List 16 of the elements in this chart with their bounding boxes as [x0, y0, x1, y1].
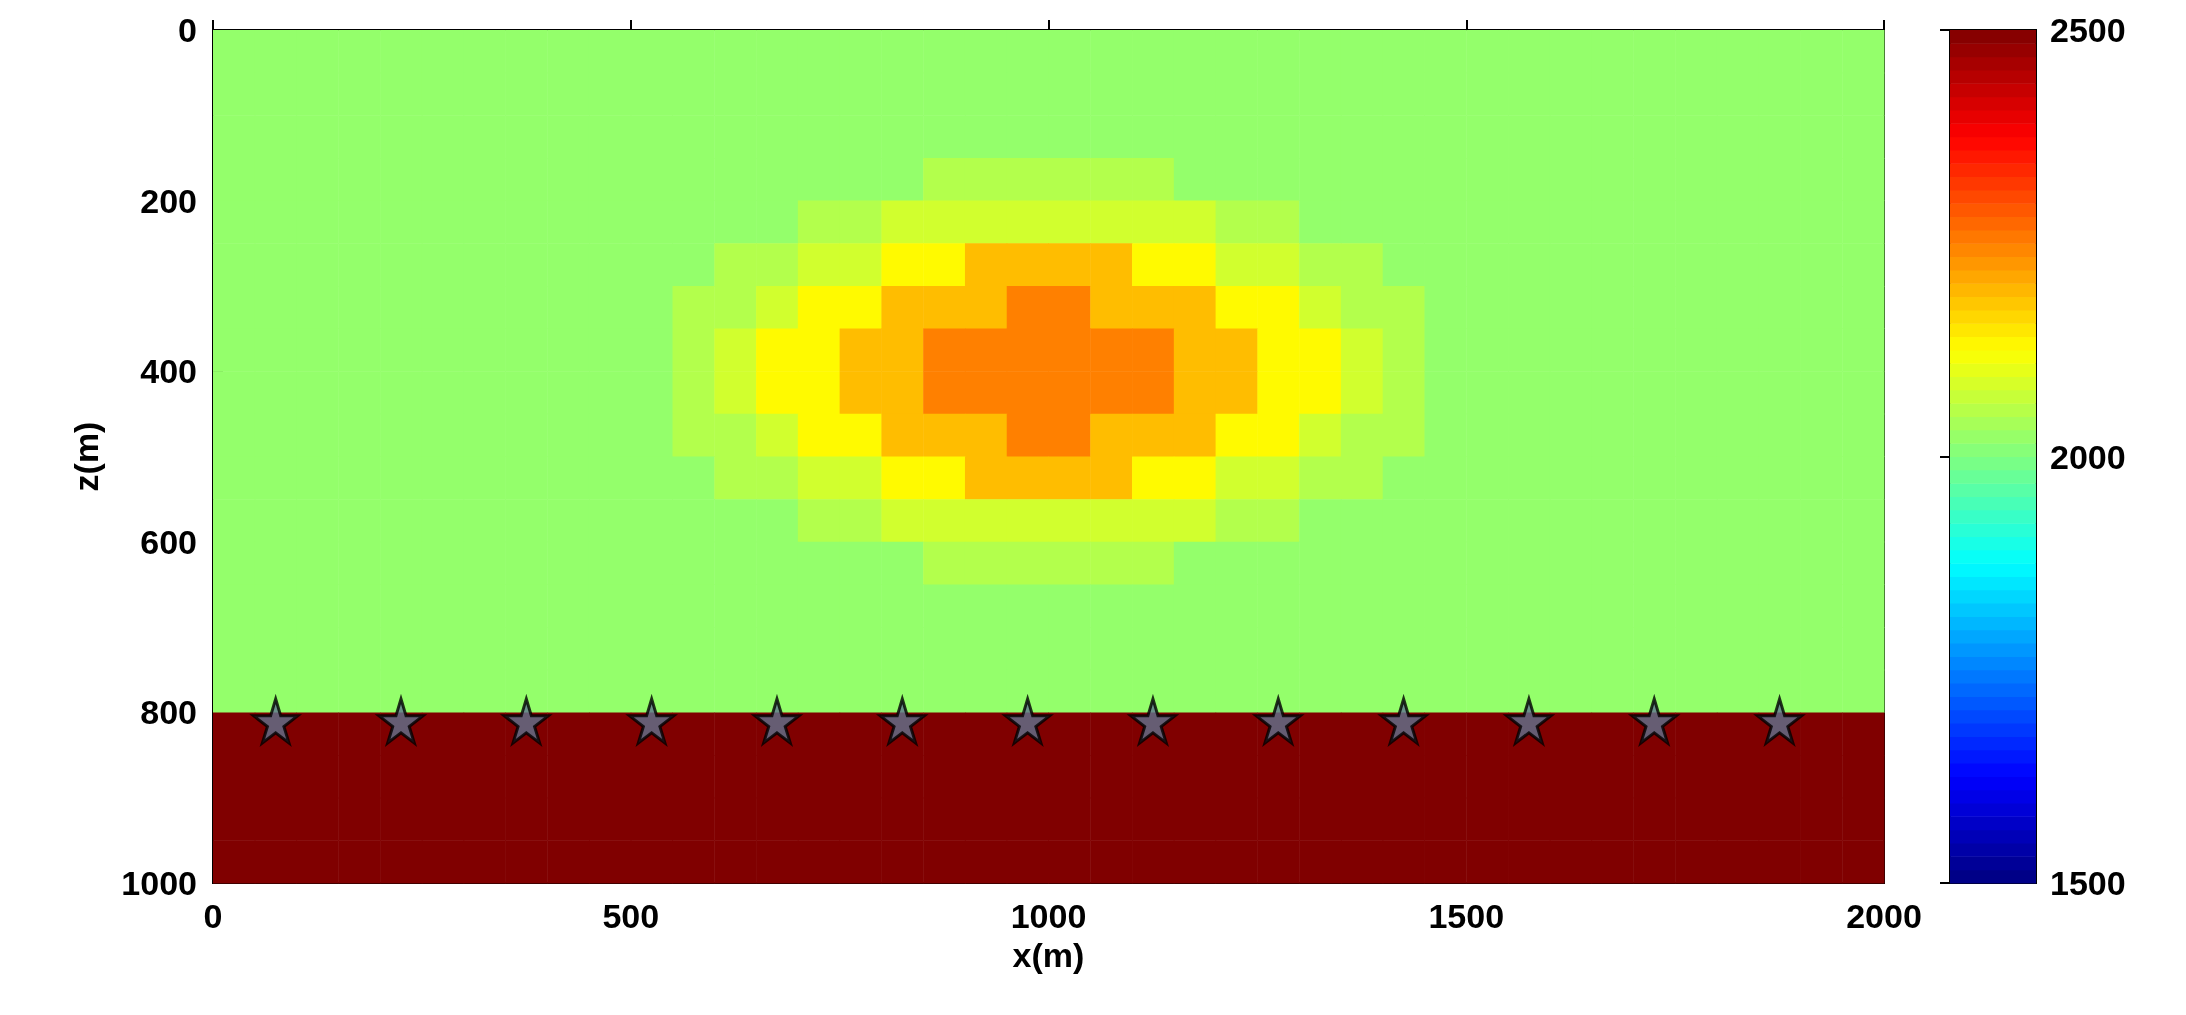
color-bar-label: 2000 [2050, 437, 2126, 476]
y-tick-label: 600 [140, 522, 197, 561]
y-tick-label: 800 [140, 693, 197, 732]
y-tick-label: 0 [178, 11, 197, 49]
x-tick-label: 500 [602, 897, 660, 935]
x-tick-label: 1000 [1010, 897, 1087, 935]
color-bar-label: 2500 [2050, 11, 2126, 49]
y-tick-label: 200 [140, 181, 197, 220]
color-bar-label: 1500 [2050, 864, 2126, 902]
x-axis-title: x(m) [1012, 935, 1085, 974]
y-tick-label: 400 [140, 352, 197, 391]
y-axis-title: z(m) [67, 421, 105, 492]
x-tick-label: 0 [203, 897, 223, 935]
x-tick-label: 1500 [1428, 897, 1505, 935]
y-tick-label: 1000 [121, 864, 197, 902]
x-tick-label: 2000 [1846, 897, 1922, 935]
